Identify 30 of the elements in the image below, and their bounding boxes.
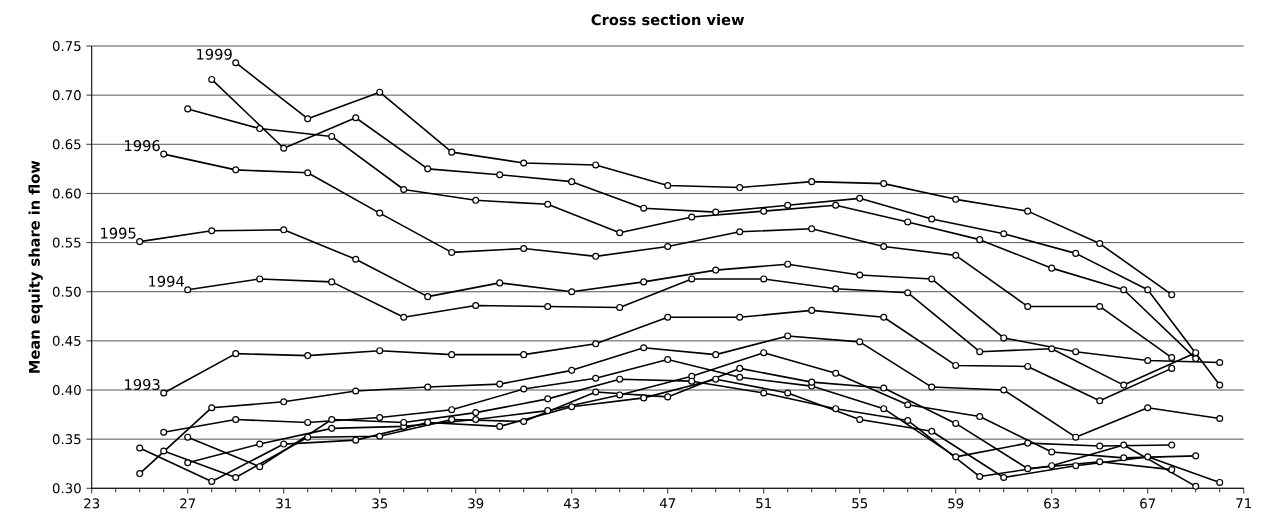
x-tick-label: 43 [563, 498, 580, 509]
x-tick-label: 59 [948, 498, 964, 509]
y-tick-label: 0.55 [52, 237, 81, 248]
x-tick-label: 71 [1236, 498, 1251, 509]
series-label: 1994 [149, 275, 184, 287]
x-tick-label: 39 [468, 498, 484, 509]
x-tick-label: 23 [84, 498, 100, 509]
x-tick-label: 35 [372, 498, 388, 509]
x-tick-label: 31 [276, 498, 291, 509]
y-tick-label: 0.60 [52, 188, 81, 199]
y-tick-label: 0.45 [52, 335, 81, 346]
y-tick-label: 0.70 [52, 90, 81, 101]
y-tick-label: 0.35 [52, 434, 81, 445]
y-tick-label: 0.50 [52, 286, 81, 297]
y-tick-label: 0.40 [52, 384, 81, 396]
series-label: 1995 [101, 227, 136, 239]
y-tick-label: 0.30 [52, 483, 81, 494]
x-tick-label: 51 [756, 498, 771, 509]
series-label: 1996 [125, 140, 160, 152]
y-axis-title: Mean equity share in flow [28, 160, 43, 373]
x-tick-label: 27 [180, 498, 196, 509]
y-tick-label: 0.75 [52, 40, 81, 52]
x-tick-label: 67 [1140, 498, 1156, 509]
x-tick-label: 47 [659, 498, 676, 509]
x-tick-label: 63 [1044, 498, 1060, 509]
series-label: 1999 [197, 48, 232, 60]
series-label: 1993 [125, 378, 160, 391]
chart-title: Cross section view [591, 13, 745, 26]
x-tick-label: 55 [852, 498, 868, 509]
y-tick-label: 0.65 [52, 139, 81, 150]
